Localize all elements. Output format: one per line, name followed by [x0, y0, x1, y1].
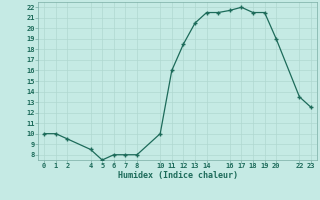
X-axis label: Humidex (Indice chaleur): Humidex (Indice chaleur)	[118, 171, 238, 180]
